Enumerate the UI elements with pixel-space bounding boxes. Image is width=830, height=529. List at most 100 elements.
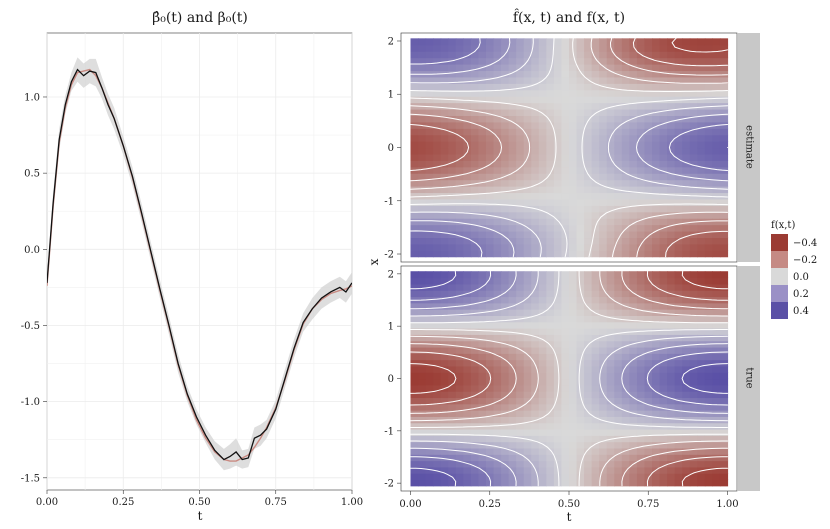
heatmap-cell xyxy=(682,179,691,187)
heatmap-cell xyxy=(418,166,427,174)
heatmap-cell xyxy=(425,243,434,251)
heatmap-cell xyxy=(538,340,547,348)
heatmap-cell xyxy=(621,250,630,258)
heatmap-cell xyxy=(448,141,457,149)
heatmap-cell xyxy=(463,397,472,405)
heatmap-cell xyxy=(629,224,638,232)
heatmap-cell xyxy=(682,365,691,373)
heatmap-cell xyxy=(614,237,623,245)
heatmap-cell xyxy=(599,410,608,417)
heatmap-cell xyxy=(659,128,668,136)
heatmap-cell xyxy=(636,230,646,239)
heatmap-cell xyxy=(501,271,510,279)
heatmap-cell xyxy=(485,283,495,291)
heatmap-cell xyxy=(485,115,495,123)
heatmap-cell xyxy=(652,211,661,219)
heatmap-cell xyxy=(463,353,472,361)
heatmap-cell xyxy=(531,410,540,417)
heatmap-cell xyxy=(546,346,555,354)
heatmap-cell xyxy=(455,372,464,380)
heatmap-cell xyxy=(682,115,691,123)
heatmap-cell xyxy=(418,302,427,310)
heatmap-cell xyxy=(440,302,449,310)
heatmap-cell xyxy=(584,346,593,354)
heatmap-cell xyxy=(463,230,472,239)
heatmap-cell xyxy=(410,198,419,206)
heatmap-cell xyxy=(719,160,729,168)
heatmap-cell xyxy=(553,192,563,200)
heatmap-cell xyxy=(674,328,683,335)
heatmap-cell xyxy=(689,198,698,206)
heatmap-cell xyxy=(470,334,480,342)
heatmap-cell xyxy=(659,44,668,52)
heatmap-cell xyxy=(410,147,419,155)
heatmap-cell xyxy=(538,173,547,181)
heatmap-cell xyxy=(621,89,630,97)
heatmap-cell xyxy=(523,218,532,226)
heatmap-cell xyxy=(440,134,449,142)
heatmap-cell xyxy=(644,473,653,481)
panel-estimate-heatmap xyxy=(410,38,729,258)
heatmap-cell xyxy=(576,384,585,392)
heatmap-cell xyxy=(538,296,547,304)
heatmap-cell xyxy=(470,321,480,329)
heatmap-cell xyxy=(606,334,615,342)
heatmap-cell xyxy=(584,83,593,91)
heatmap-cell xyxy=(433,384,442,392)
heatmap-cell xyxy=(614,192,623,200)
x-tick-label: 0.00 xyxy=(36,497,58,508)
heatmap-cell xyxy=(470,38,480,46)
heatmap-cell xyxy=(599,192,608,200)
heatmap-cell xyxy=(591,230,600,239)
heatmap-cell xyxy=(599,353,608,361)
heatmap-cell xyxy=(531,128,540,136)
heatmap-cell xyxy=(614,51,623,59)
heatmap-cell xyxy=(667,309,676,316)
heatmap-cell xyxy=(697,422,706,430)
heatmap-cell xyxy=(697,479,706,487)
heatmap-cell xyxy=(584,198,593,206)
heatmap-cell xyxy=(410,205,419,213)
heatmap-cell xyxy=(636,296,646,304)
heatmap-cell xyxy=(584,309,593,316)
heatmap-cell xyxy=(425,230,434,239)
heatmap-cell xyxy=(516,218,525,226)
heatmap-cell xyxy=(667,315,676,323)
heatmap-cell xyxy=(636,57,646,65)
heatmap-cell xyxy=(644,166,653,174)
heatmap-cell xyxy=(659,160,668,168)
heatmap-cell xyxy=(440,315,449,323)
heatmap-cell xyxy=(463,186,472,194)
heatmap-cell xyxy=(523,428,532,436)
heatmap-cell xyxy=(584,141,593,149)
heatmap-cell xyxy=(478,173,487,181)
heatmap-cell xyxy=(501,296,510,304)
heatmap-cell xyxy=(576,435,585,443)
heatmap-cell xyxy=(440,153,449,161)
heatmap-cell xyxy=(614,328,623,335)
heatmap-cell xyxy=(523,147,532,155)
heatmap-cell xyxy=(455,466,464,474)
heatmap-cell xyxy=(561,441,570,449)
heatmap-cell xyxy=(546,460,555,468)
heatmap-cell xyxy=(538,315,547,323)
heatmap-cell xyxy=(523,243,532,251)
heatmap-cell xyxy=(470,76,480,84)
heatmap-cell xyxy=(659,205,668,213)
heatmap-cell xyxy=(697,141,706,149)
heatmap-cell xyxy=(561,473,570,481)
heatmap-cell xyxy=(485,290,495,298)
heatmap-cell xyxy=(433,283,442,291)
heatmap-cell xyxy=(682,391,691,399)
heatmap-cell xyxy=(599,365,608,373)
heatmap-cell xyxy=(546,108,555,116)
heatmap-cell xyxy=(629,121,638,129)
heatmap-cell xyxy=(599,147,608,155)
heatmap-cell xyxy=(553,128,563,136)
heatmap-cell xyxy=(561,334,570,342)
heatmap-cell xyxy=(455,51,464,59)
heatmap-cell xyxy=(712,160,721,168)
heatmap-cell xyxy=(425,89,434,97)
heatmap-cell xyxy=(531,403,540,411)
heatmap-cell xyxy=(425,38,434,46)
